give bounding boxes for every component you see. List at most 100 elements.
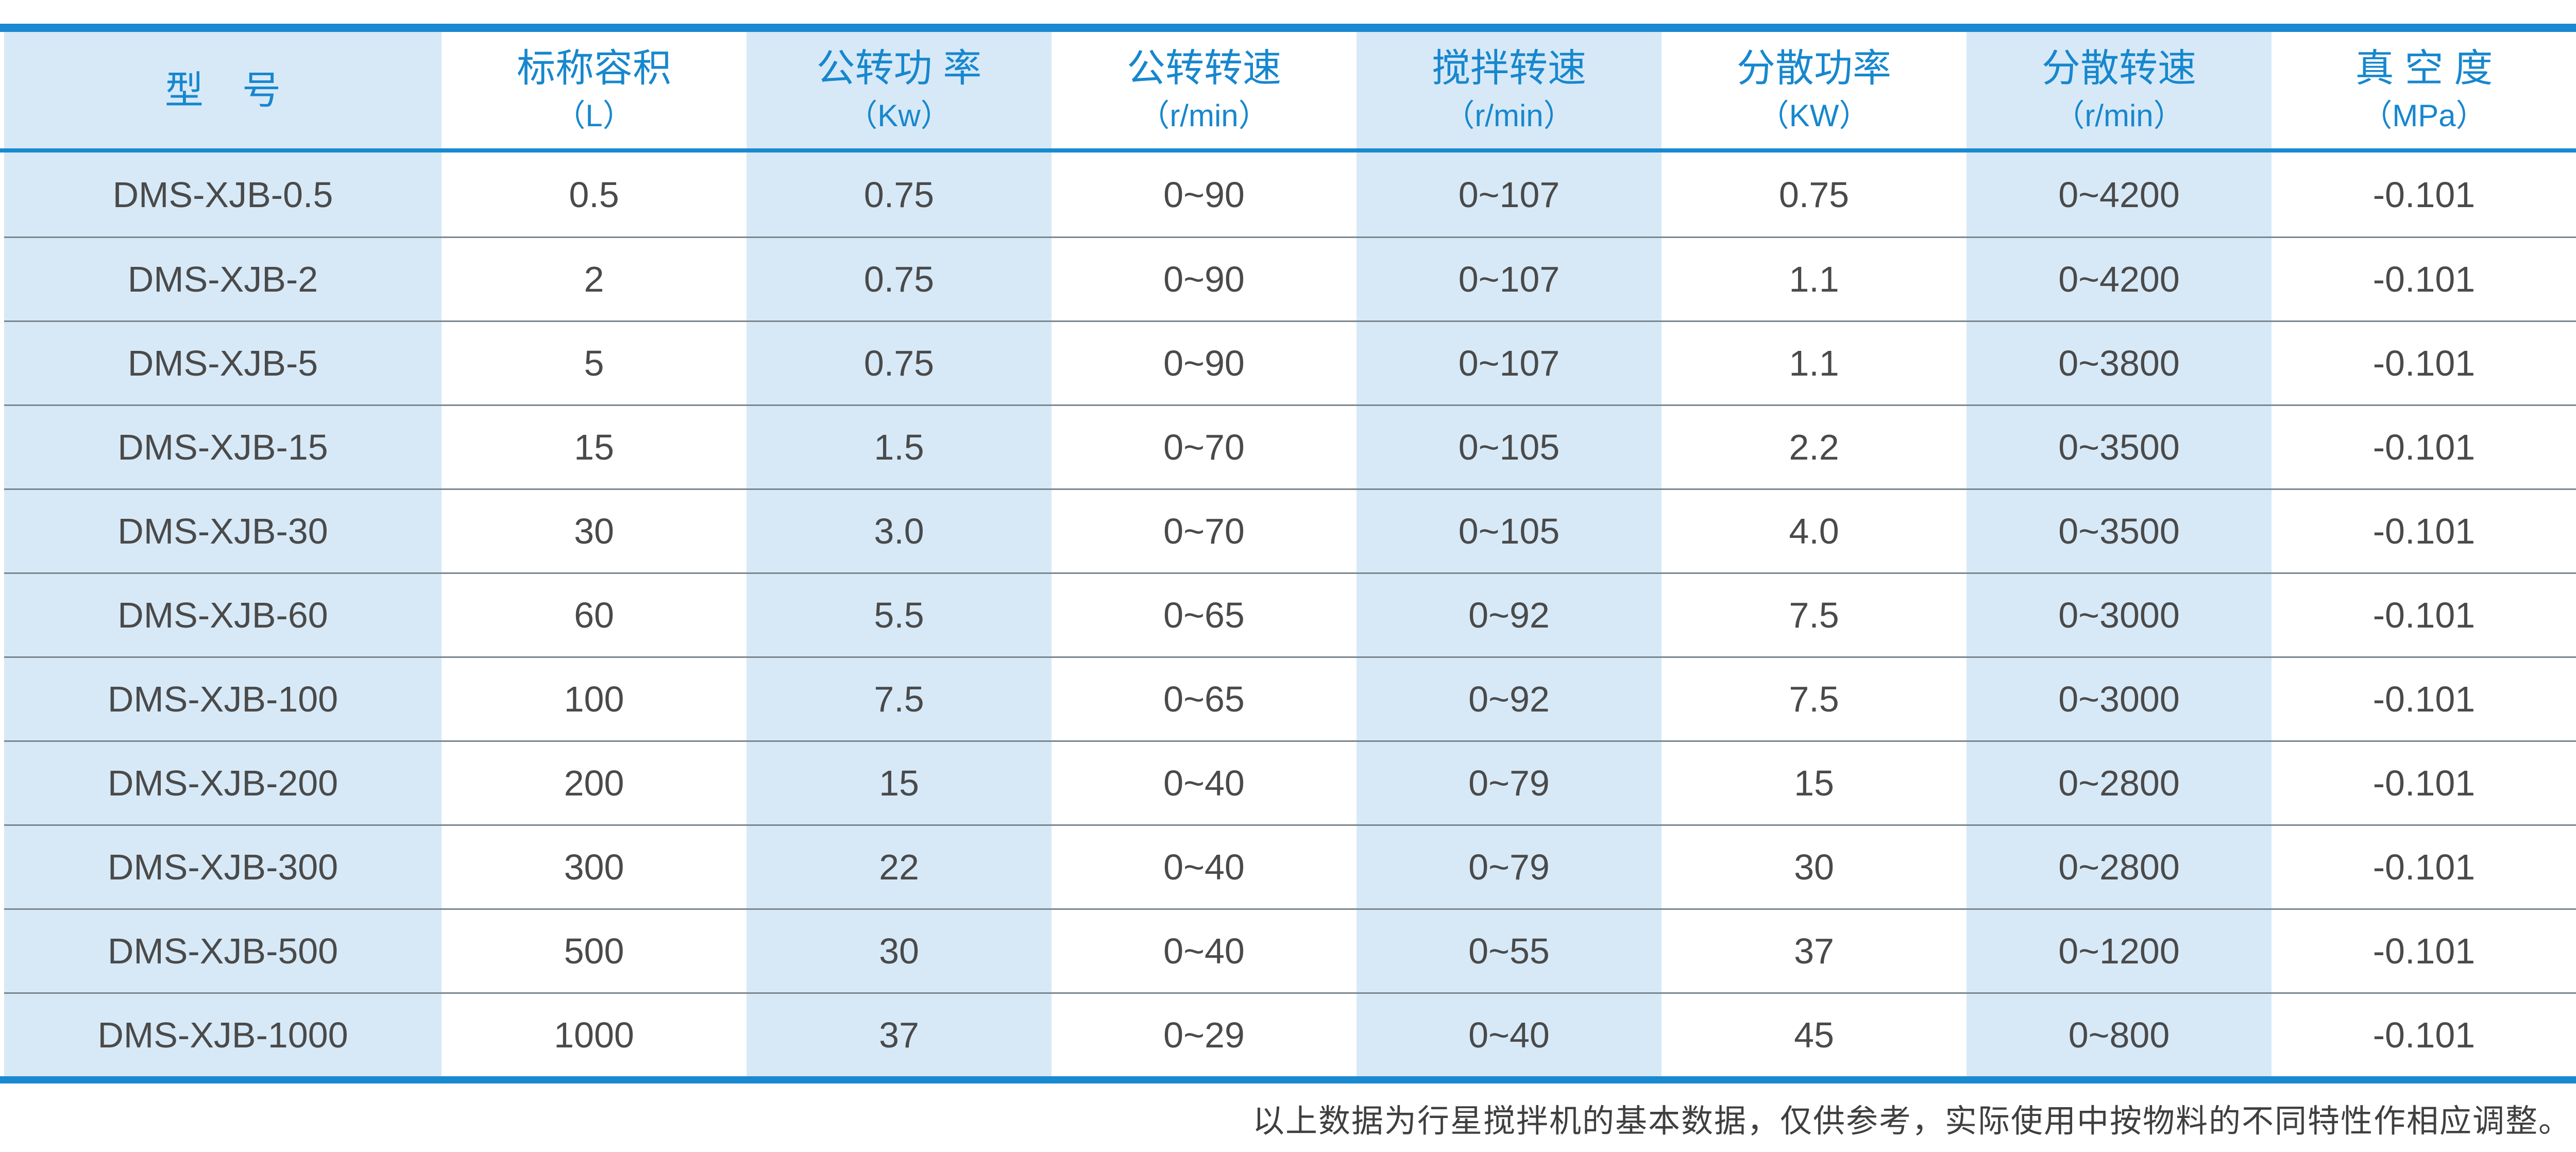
value-cell: -0.101 (2372, 1015, 2476, 1055)
value-cell: 100 (564, 679, 624, 719)
value-cell: -0.101 (2372, 174, 2476, 215)
value-cell: 0~29 (1163, 1015, 1245, 1055)
table-row: DMS-XJB-30 30 3.0 0~70 0~105 4.0 0~3500 -0.101 (4, 488, 2576, 572)
model-cell: DMS-XJB-1000 (4, 994, 442, 1076)
value-cell: 0~3500 (1967, 490, 2272, 572)
value-cell: -0.101 (2372, 931, 2476, 971)
column-unit: （MPa） (2361, 98, 2487, 133)
header-cell-stirring-speed: 搅拌转速 （r/min） (1357, 32, 1662, 148)
value-cell: -0.101 (2372, 259, 2476, 299)
table-row: DMS-XJB-2 2 0.75 0~90 0~107 1.1 0~4200 -0.101 (4, 236, 2576, 320)
value-cell: 0~40 (1163, 931, 1245, 971)
header-cell-model: 型 号 (4, 32, 442, 148)
value-cell: 37 (1794, 931, 1834, 971)
column-unit: （Kw） (846, 98, 952, 133)
table-row: DMS-XJB-15 15 1.5 0~70 0~105 2.2 0~3500 -0.101 (4, 404, 2576, 488)
footnote: 以上数据为行星搅拌机的基本数据，仅供参考，实际使用中按物料的不同特性作相应调整。 (1252, 1102, 2571, 1140)
value-cell: 0~800 (1967, 994, 2272, 1076)
column-unit: （L） (554, 98, 634, 133)
value-cell: 3.0 (747, 490, 1052, 572)
value-cell: 0~55 (1357, 910, 1662, 992)
value-cell: 4.0 (1789, 511, 1839, 551)
value-cell: -0.101 (2372, 343, 2476, 383)
value-cell: -0.101 (2372, 427, 2476, 467)
value-cell: 0~40 (1163, 847, 1245, 887)
column-title: 公转转速 (1126, 46, 1281, 90)
value-cell: 0.75 (747, 322, 1052, 404)
column-title: 搅拌转速 (1431, 46, 1586, 90)
model-cell: DMS-XJB-200 (4, 742, 442, 824)
value-cell: 0~3800 (1967, 322, 2272, 404)
value-cell: 0~1200 (1967, 910, 2272, 992)
header-cell-dispersion-speed: 分散转速 （r/min） (1967, 32, 2272, 148)
column-unit: （KW） (1758, 98, 1870, 133)
value-cell: 1.5 (747, 406, 1052, 488)
model-cell: DMS-XJB-0.5 (4, 153, 442, 236)
value-cell: 15 (747, 742, 1052, 824)
column-title: 分散转速 (2041, 46, 2196, 90)
model-cell: DMS-XJB-15 (4, 406, 442, 488)
header-cell-dispersion-power: 分散功率 （KW） (1662, 32, 1967, 148)
value-cell: 200 (564, 763, 624, 803)
value-cell: 0~79 (1357, 826, 1662, 908)
column-title: 公转功 率 (816, 46, 982, 90)
value-cell: 0~105 (1357, 490, 1662, 572)
model-cell: DMS-XJB-2 (4, 238, 442, 320)
value-cell: 2 (584, 259, 604, 299)
value-cell: 0~40 (1357, 994, 1662, 1076)
value-cell: 30 (1794, 847, 1834, 887)
value-cell: 0~105 (1357, 406, 1662, 488)
column-title: 真 空 度 (2355, 46, 2493, 90)
model-cell: DMS-XJB-500 (4, 910, 442, 992)
value-cell: 0~79 (1357, 742, 1662, 824)
value-cell: 0~70 (1163, 511, 1245, 551)
value-cell: 7.5 (747, 658, 1052, 740)
value-cell: 2.2 (1789, 427, 1839, 467)
value-cell: 5 (584, 343, 604, 383)
table-row: DMS-XJB-200 200 15 0~40 0~79 15 0~2800 -0.101 (4, 740, 2576, 824)
footer: 以上数据为行星搅拌机的基本数据，仅供参考，实际使用中按物料的不同特性作相应调整。 (0, 1083, 2576, 1145)
column-unit: （r/min） (2054, 98, 2184, 133)
value-cell: 0~107 (1357, 322, 1662, 404)
table-row: DMS-XJB-60 60 5.5 0~65 0~92 7.5 0~3000 -0.101 (4, 572, 2576, 656)
value-cell: 0~65 (1163, 595, 1245, 635)
model-cell: DMS-XJB-100 (4, 658, 442, 740)
value-cell: 0~40 (1163, 763, 1245, 803)
value-cell: 0~4200 (1967, 238, 2272, 320)
value-cell: 1.1 (1789, 343, 1839, 383)
value-cell: 15 (574, 427, 614, 467)
value-cell: -0.101 (2372, 679, 2476, 719)
value-cell: 0~2800 (1967, 742, 2272, 824)
value-cell: 0.75 (747, 238, 1052, 320)
header-cell-revolution-power: 公转功 率 （Kw） (747, 32, 1052, 148)
column-unit: （r/min） (1139, 98, 1269, 133)
value-cell: 60 (574, 595, 614, 635)
model-cell: DMS-XJB-5 (4, 322, 442, 404)
value-cell: 45 (1794, 1015, 1834, 1055)
column-unit: （r/min） (1444, 98, 1574, 133)
value-cell: 30 (747, 910, 1052, 992)
top-border-line (0, 24, 2576, 32)
value-cell: 1000 (554, 1015, 634, 1055)
value-cell: 300 (564, 847, 624, 887)
table-body: DMS-XJB-0.5 0.5 0.75 0~90 0~107 0.75 0~4200 -0.… (4, 153, 2576, 1076)
value-cell: 0~107 (1357, 153, 1662, 236)
model-cell: DMS-XJB-300 (4, 826, 442, 908)
column-title: 分散功率 (1736, 46, 1891, 90)
header-cell-revolution-speed: 公转转速 （r/min） (1052, 32, 1357, 148)
model-cell: DMS-XJB-30 (4, 490, 442, 572)
value-cell: 0.5 (569, 174, 619, 215)
value-cell: 0~2800 (1967, 826, 2272, 908)
value-cell: 0.75 (1778, 174, 1850, 215)
value-cell: 0~90 (1163, 259, 1245, 299)
header-cell-vacuum-degree: 真 空 度 （MPa） (2272, 32, 2576, 148)
value-cell: 1.1 (1789, 259, 1839, 299)
table-row: DMS-XJB-5 5 0.75 0~90 0~107 1.1 0~3800 -0.101 (4, 320, 2576, 404)
bottom-border-line (0, 1076, 2576, 1083)
table-row: DMS-XJB-300 300 22 0~40 0~79 30 0~2800 -0.101 (4, 824, 2576, 908)
value-cell: 0~70 (1163, 427, 1245, 467)
column-title: 标称容积 (516, 46, 671, 90)
value-cell: 0~92 (1357, 658, 1662, 740)
table-row: DMS-XJB-1000 1000 37 0~29 0~40 45 0~800 -0.101 (4, 992, 2576, 1076)
value-cell: 500 (564, 931, 624, 971)
